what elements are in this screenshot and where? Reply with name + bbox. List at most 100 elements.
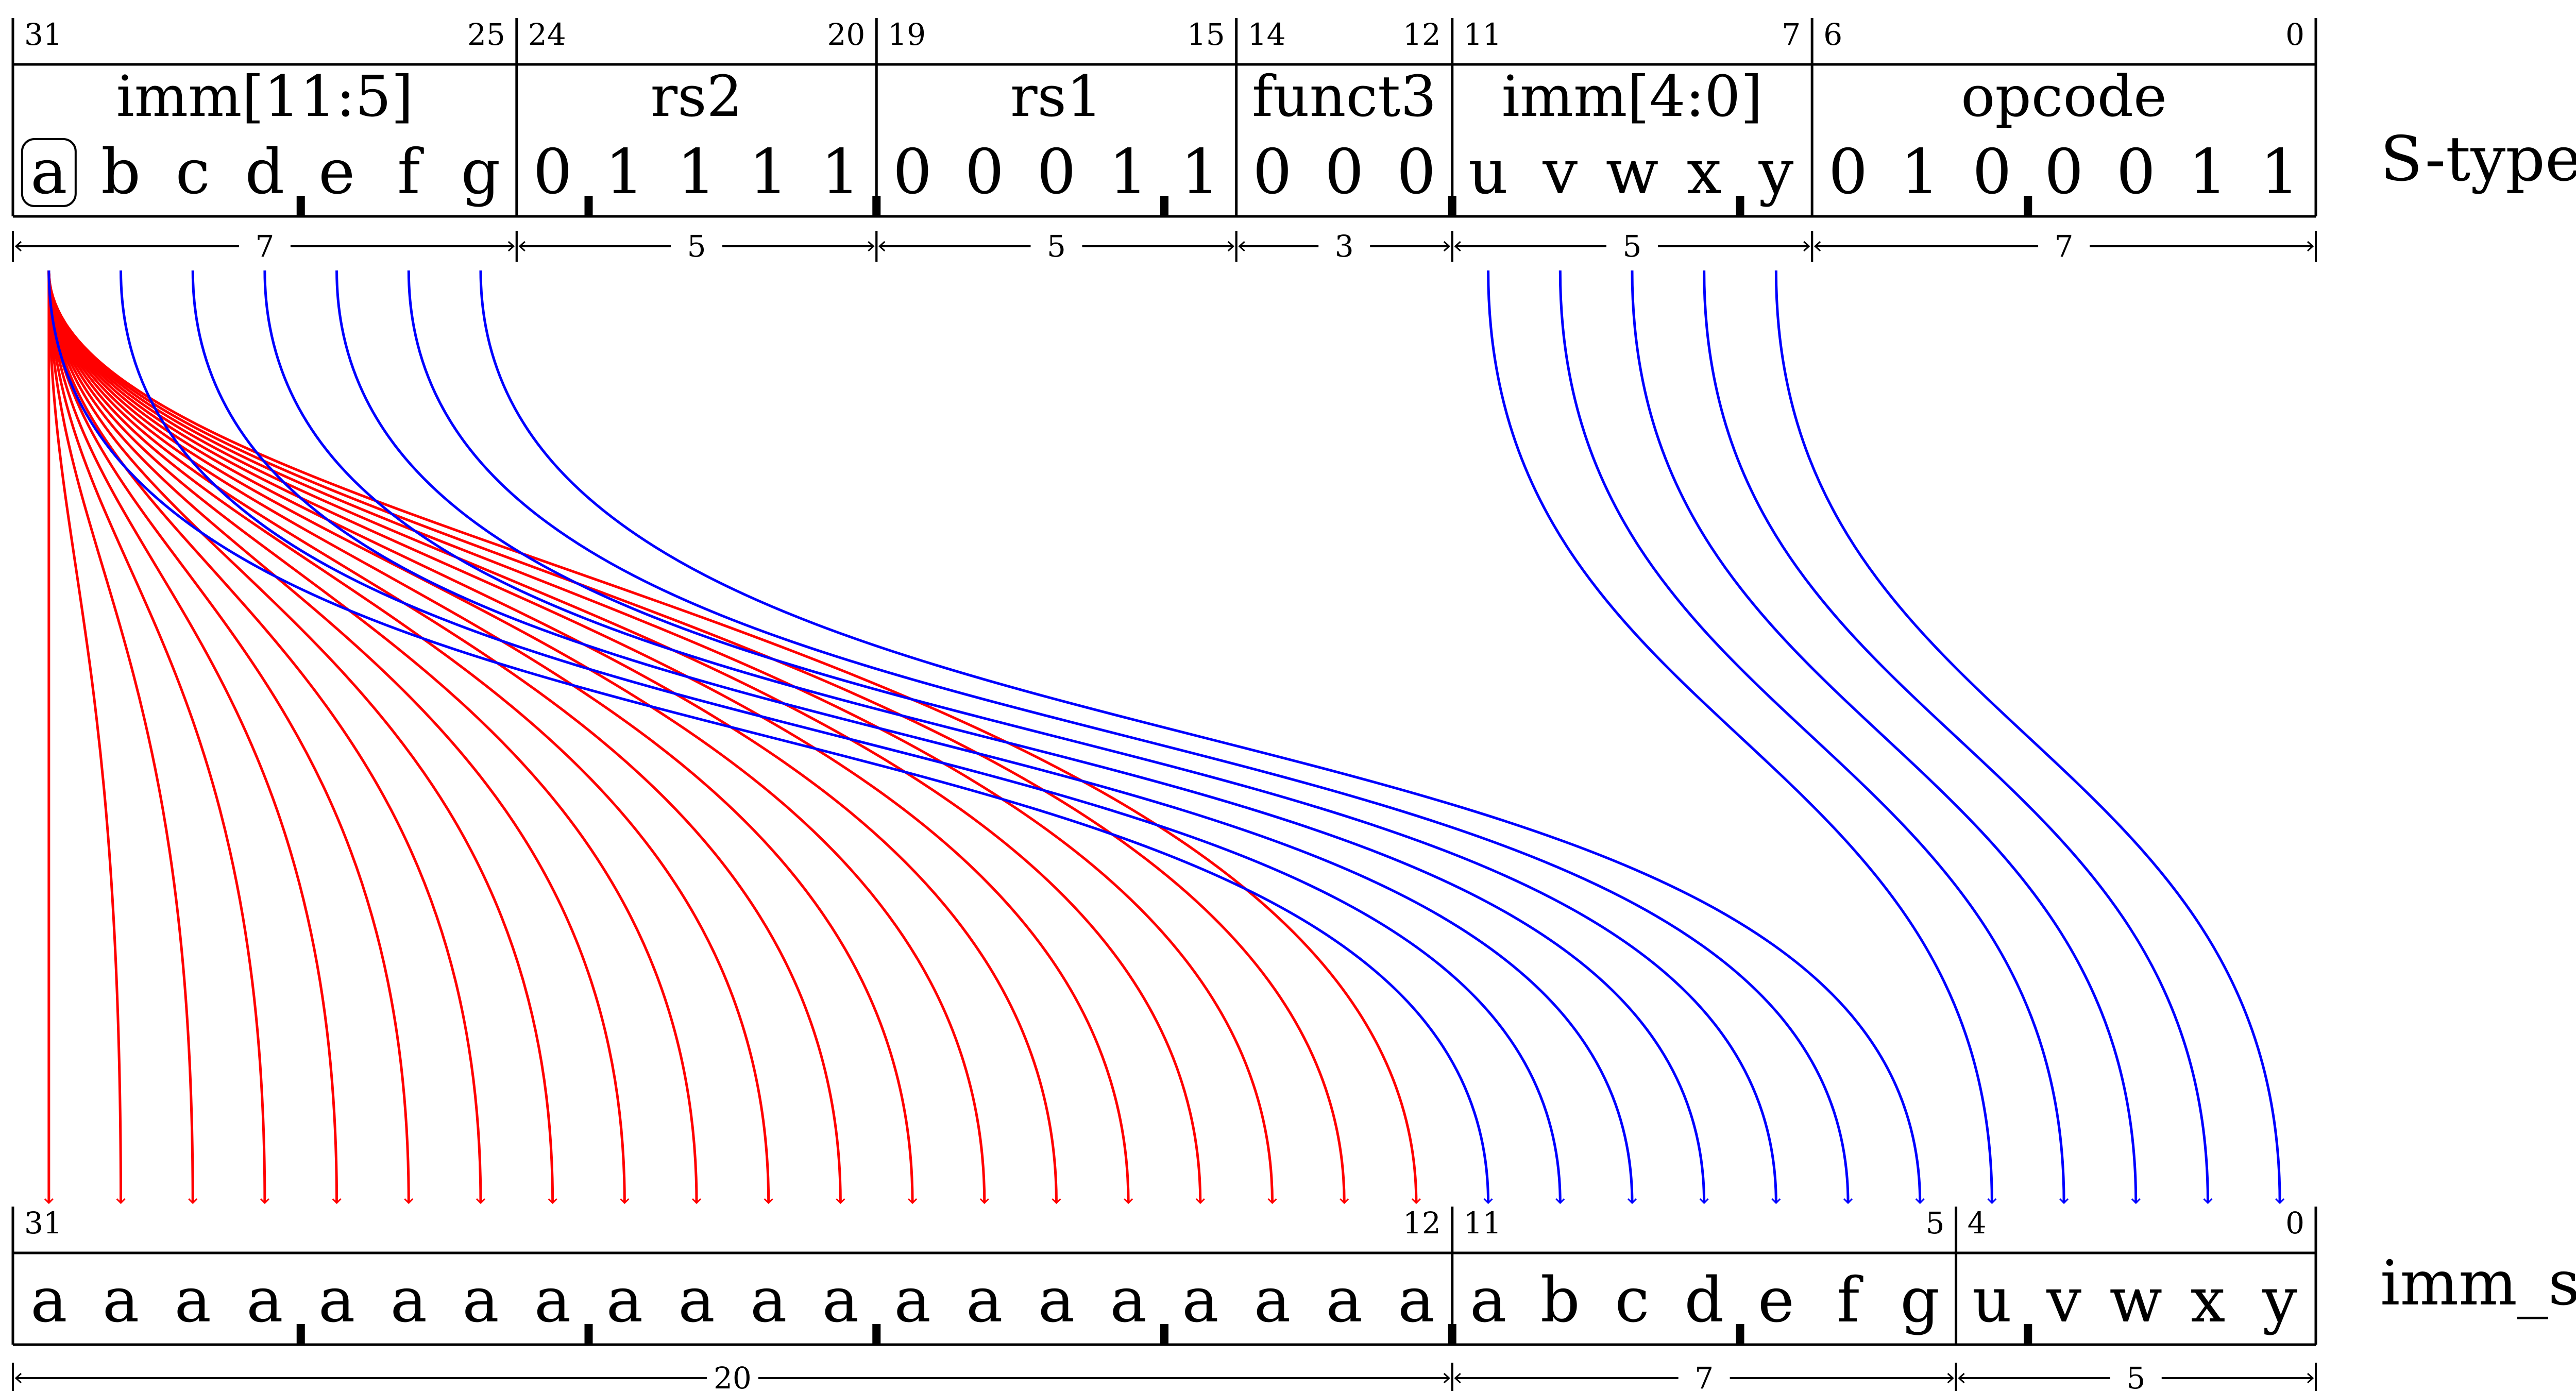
msb-label: 31: [24, 17, 62, 52]
width-dimension: 5: [875, 229, 1238, 264]
sign-extension-wire: [47, 270, 1205, 1205]
width-dimension: 5: [1955, 1361, 2317, 1391]
field-name: rs1: [1010, 63, 1103, 129]
bit-value: 0: [1252, 137, 1292, 208]
bit-value: a: [391, 1265, 428, 1336]
bit-value: 0: [1325, 137, 1364, 208]
bit-value: 0: [2044, 137, 2083, 208]
bit-value: 1: [1181, 137, 1220, 208]
sign-extension-wire: [47, 270, 1061, 1205]
bit-value: w: [1606, 137, 1659, 208]
width-label: 3: [1335, 229, 1354, 264]
bit-mapping-wire: [1558, 270, 2069, 1205]
bit-value: v: [2046, 1265, 2081, 1336]
sign-extension-wire: [47, 270, 486, 1205]
nibble-marker: [1448, 1324, 1456, 1345]
lsb-label: 12: [1403, 17, 1441, 52]
bit-value: a: [1398, 1265, 1435, 1336]
bit-value: a: [174, 1265, 211, 1336]
bit-mapping-wire: [47, 270, 1493, 1205]
bit-mapping-wire: [1774, 270, 2285, 1205]
width-label: 5: [1623, 229, 1642, 264]
width-dimension: 20: [12, 1361, 1453, 1391]
bit-value: a: [30, 137, 67, 208]
bit-value: u: [1972, 1265, 2012, 1336]
msb-label: 14: [1248, 17, 1286, 52]
bit-value: 0: [533, 137, 572, 208]
bit-value: a: [822, 1265, 859, 1336]
bit-value: e: [1758, 1265, 1794, 1336]
width-label: 5: [687, 229, 706, 264]
sign-extension-wire: [47, 270, 269, 1205]
width-label: 20: [714, 1361, 752, 1391]
bit-value: 0: [1397, 137, 1436, 208]
bit-value: 0: [1972, 137, 2011, 208]
nibble-marker: [584, 196, 593, 216]
bit-value: 1: [605, 137, 644, 208]
bit-value: a: [966, 1265, 1003, 1336]
bit-value: 0: [893, 137, 932, 208]
width-label: 5: [2126, 1361, 2145, 1391]
bit-value: 1: [1901, 137, 1940, 208]
bit-value: e: [318, 137, 355, 208]
bit-value: y: [2262, 1265, 2297, 1336]
field-name: rs2: [651, 63, 743, 129]
lsb-label: 5: [1926, 1206, 1945, 1241]
bit-value: a: [678, 1265, 715, 1336]
width-dimension: 3: [1235, 229, 1453, 264]
nibble-marker: [296, 196, 305, 216]
field-segment-1: 11 5 a b c d e f g 7: [1451, 1206, 1957, 1391]
bit-value: 0: [1828, 137, 1868, 208]
msb-label: 19: [888, 17, 926, 52]
msb-label: 24: [528, 17, 566, 52]
bit-mapping-wire: [191, 270, 1637, 1205]
bit-value: a: [1182, 1265, 1219, 1336]
sign-extension-wire: [47, 270, 1421, 1205]
bit-value: a: [1326, 1265, 1363, 1336]
width-dimension: 7: [1811, 229, 2317, 264]
nibble-marker: [1160, 1324, 1168, 1345]
sign-extension-wire: [47, 270, 198, 1205]
imm-s-label: imm_s: [2380, 1248, 2576, 1319]
nibble-marker: [584, 1324, 593, 1345]
bit-value: a: [894, 1265, 931, 1336]
msb-label: 11: [1464, 1206, 1502, 1241]
bit-value: 1: [677, 137, 716, 208]
bit-value: b: [1540, 1265, 1580, 1336]
nibble-marker: [1448, 196, 1456, 216]
field-segment-0: 31 12a a a a a a a a a a a a a a a a a a a a20: [11, 1206, 1453, 1391]
width-label: 7: [2055, 229, 2074, 264]
field-imm-11-5-: 31 25 imm[11:5] a b c d e f g 7: [11, 17, 518, 264]
selected-bit-box: [21, 138, 77, 207]
nibble-marker: [1160, 196, 1168, 216]
field-name: imm[4:0]: [1502, 63, 1763, 129]
bit-value: f: [1837, 1265, 1863, 1336]
field-name: funct3: [1252, 63, 1436, 129]
sign-extension-wire: [47, 270, 918, 1205]
bit-value: 0: [1037, 137, 1076, 208]
sign-extension-wire: [47, 270, 773, 1205]
sign-extension-wire: [47, 270, 989, 1205]
bit-value: g: [461, 137, 501, 208]
bit-value: a: [1254, 1265, 1291, 1336]
bit-value: u: [1468, 137, 1508, 208]
field-name: imm[11:5]: [116, 63, 414, 129]
lsb-label: 7: [1782, 17, 1801, 52]
bit-value: a: [30, 1265, 67, 1336]
bit-value: a: [318, 1265, 355, 1336]
sign-extension-wire: [47, 270, 1349, 1205]
width-dimension: 5: [515, 229, 878, 264]
bit-value: y: [1758, 137, 1793, 208]
bit-value: 1: [2260, 137, 2299, 208]
bit-value: a: [1470, 1265, 1507, 1336]
nibble-marker: [296, 1324, 305, 1345]
bit-mapping-wire: [479, 270, 1925, 1205]
bit-value: g: [1900, 1265, 1940, 1336]
bit-value: b: [101, 137, 141, 208]
bit-wires: [44, 270, 2285, 1205]
bit-mapping-wire: [1631, 270, 2141, 1205]
